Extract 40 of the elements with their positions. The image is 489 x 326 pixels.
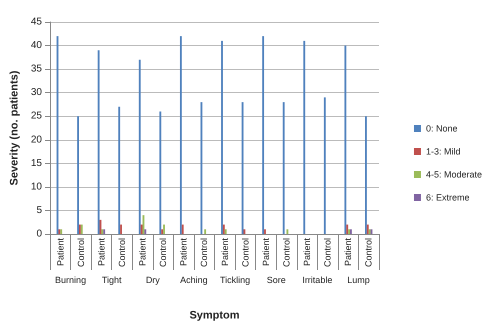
x-tick-label: Patient (55, 238, 66, 266)
x-tick-label: Patient (343, 238, 354, 266)
x-tick-label: Patient (178, 238, 189, 266)
text: Irritable (302, 275, 332, 285)
y-tick-label: 40 (30, 40, 42, 52)
text: Burning (55, 275, 86, 285)
y-axis-title: Severity (no. patients) (8, 70, 20, 186)
x-axis-title: Symptom (189, 310, 240, 322)
y-tick-label: 30 (30, 87, 42, 98)
x-tick-label: Control (281, 238, 292, 268)
x-tick-label: Control (76, 238, 86, 268)
x-tick-label: Patient (302, 238, 312, 266)
x-tick-label: Control (199, 238, 210, 268)
legend-label: 4-5: Moderate (426, 170, 482, 180)
text: Lump (347, 275, 370, 285)
legend-label: 1-3: Mild (426, 146, 460, 156)
x-tick-label: Control (116, 238, 127, 268)
text: Dry (146, 275, 160, 285)
y-tick-label: 0 (36, 228, 42, 240)
x-tick-label: Control (240, 238, 250, 268)
text: Tickling (220, 275, 250, 285)
x-tick-label: Patient (96, 238, 106, 266)
x-tick-label: Patient (220, 238, 230, 266)
x-tick-label: Patient (138, 238, 148, 266)
y-tick-label: 25 (30, 110, 42, 122)
legend-label: 0: None (426, 124, 458, 134)
x-tick-label: Control (158, 238, 168, 268)
y-tick-label: 10 (30, 181, 42, 192)
y-tick-label: 15 (30, 158, 42, 169)
text: Tight (102, 275, 122, 285)
y-tick-label: 20 (30, 134, 42, 146)
text: Aching (180, 275, 208, 285)
y-tick-label: 5 (36, 204, 42, 216)
x-tick-label: Control (364, 238, 374, 268)
text: Sore (266, 275, 286, 285)
x-tick-label: Patient (260, 238, 271, 266)
y-tick-label: 35 (30, 64, 42, 75)
y-tick-label: 45 (30, 16, 42, 28)
legend-label: 6: Extreme (426, 192, 470, 202)
x-tick-label: Control (322, 238, 333, 268)
